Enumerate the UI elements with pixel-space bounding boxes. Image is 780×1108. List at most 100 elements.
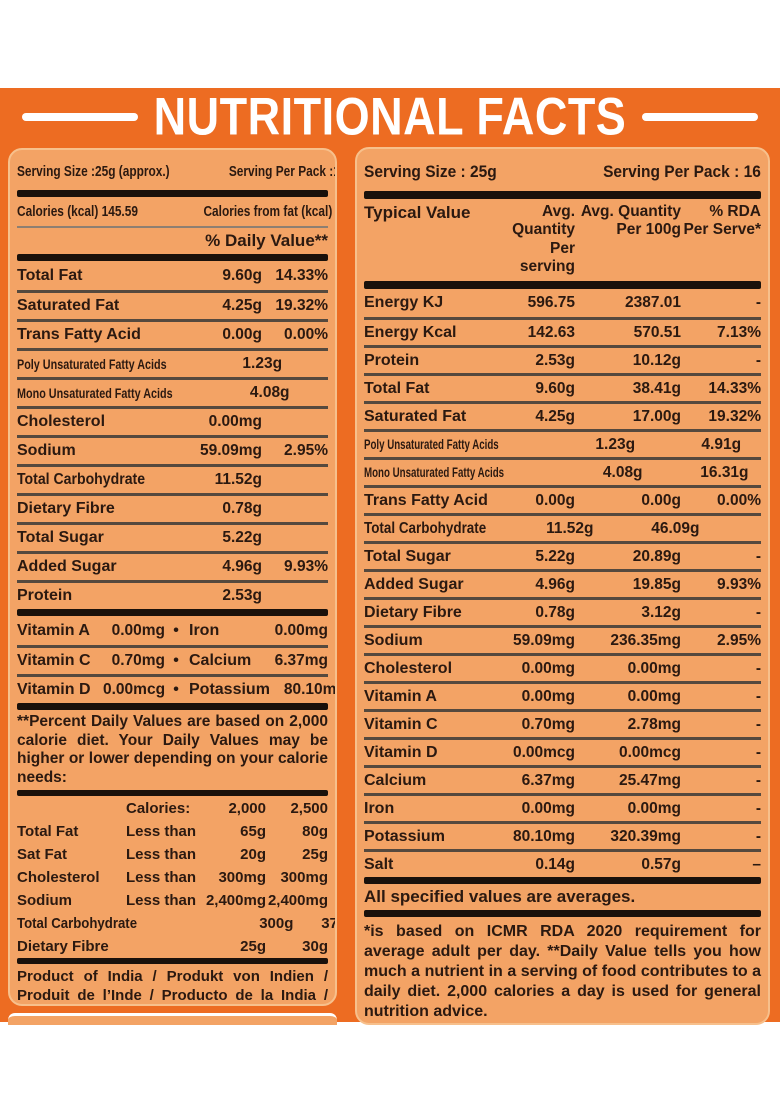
per-100g-value: 570.51 [633,323,681,341]
nutrient-name: Total Carbohydrate [17,471,146,488]
reference-condition: Less than [126,823,197,840]
per-100g-value: 17.00g [632,407,681,425]
typical-value-row: Iron 0.00mg 0.00mg - [364,793,761,821]
divider-thin [17,226,328,228]
reference-col-2500: 2,500 [290,799,328,817]
vitamin-value: 0.00mg [111,621,165,639]
per-serving-value: 0.70mg [521,715,575,733]
per-100g-value: 46.09g [651,519,700,537]
per-serving-value: 0.00mg [521,799,575,817]
nutrient-amount: 0.78g [222,500,262,517]
per-100g-value: 0.00g [641,491,681,509]
reference-col-2000: 2,000 [228,799,266,817]
divider-bar [17,790,328,796]
reference-condition: Less than [126,892,197,909]
typical-value-row: Mono Unsaturated Fatty Acids 4.08g 16.31… [364,457,761,485]
nutrient-amount: 11.52g [214,471,262,488]
nutrient-row: Dietary Fibre 0.78g [17,493,328,522]
column-header-row: Typical Value Avg. Quantity Per serving … [364,199,761,281]
daily-values-footnote: **Percent Daily Values are based on 2,00… [17,713,328,786]
us-nutrition-panel: Serving Size :25g (approx.) Serving Per … [8,148,337,1006]
nutrient-name: Total Fat [17,266,83,284]
per-100g-value: 20.89g [632,547,681,565]
per-100g-value: 2.78mg [627,715,681,733]
nutrient-row: Cholesterol 0.00mg [17,406,328,435]
reference-value-2500: 2,400mg [267,892,328,909]
rda-value: 14.33% [708,379,761,397]
nutrient-name: Mono Unsaturated Fatty Acids [17,385,173,401]
divider-bar [17,254,328,261]
reference-row: Total Fat Less than 65g 80g [17,820,328,843]
per-100g-value: 0.00mcg [618,743,681,761]
per-serving-value: 59.09mg [512,631,575,649]
reference-nutrient: Cholesterol [17,869,100,886]
mineral-value: 0.00mg [274,621,328,639]
nutrient-name: Saturated Fat [364,407,467,425]
bullet-separator: • [173,652,179,669]
vitamin-value: 0.70mg [111,652,165,669]
typical-value-row: Vitamin D 0.00mcg 0.00mcg - [364,737,761,765]
typical-value-row: Vitamin A 0.00mg 0.00mg - [364,681,761,709]
nutrient-amount: 4.96g [222,558,262,575]
per-100g-value: 0.57g [641,855,681,873]
typical-value-row: Total Fat 9.60g 38.41g 14.33% [364,373,761,401]
rda-value: 19.32% [708,407,761,425]
reference-condition: Less than [126,846,197,863]
per-serving-value: 4.25g [535,407,575,425]
divider-bar [17,958,328,964]
nutrient-name: Total Sugar [17,529,104,546]
per-serving-value: 4.96g [535,575,575,593]
reference-nutrient: Dietary Fibre [17,938,109,955]
typical-value-row: Energy Kcal 142.63 570.51 7.13% [364,317,761,345]
nutrient-amount: 4.08g [249,384,290,401]
cropped-panel-edge [8,1013,337,1025]
nutrient-row: Sodium 59.09mg 2.95% [17,435,328,464]
nutrient-amount: 4.25g [222,297,262,314]
vitamin-row: Vitamin C 0.70mg • Calcium 6.37mg [17,645,328,674]
nutrient-name: Cholesterol [364,659,453,677]
reference-value-2000: 300mg [218,869,266,886]
nutrient-amount: 9.60g [222,266,262,284]
rda-value: - [755,715,761,733]
nutrient-name: Total Fat [364,379,430,397]
per-serving-value: 0.00g [535,491,575,509]
reference-value-2500: 30g [302,938,328,955]
nutrient-daily-value: 14.33% [275,266,328,284]
nutrient-row: Total Fat 9.60g 14.33% [17,261,328,290]
nutrient-row: Trans Fatty Acid 0.00g 0.00% [17,319,328,348]
reference-row: Dietary Fibre 25g 30g [17,935,328,958]
calories-value: Calories (kcal) 145.59 [17,203,138,220]
rda-footnote: *is based on ICMR RDA 2020 requirement f… [364,923,761,1021]
nutrient-name: Vitamin A [364,687,437,705]
divider-bar [364,877,761,885]
rda-value: - [755,827,761,845]
per-100g-value: 320.39mg [610,827,681,845]
column-per-100g: Avg. Quantity Per 100g [580,203,681,239]
product-origin-note: Product of India / Produkt von Indien / … [17,968,328,1004]
nutrient-name: Trans Fatty Acid [364,491,488,509]
title-dash-right [642,113,759,121]
reference-value-2000: 65g [240,823,266,840]
nutrient-amount: 5.22g [222,529,262,546]
nutrient-name: Added Sugar [17,558,117,575]
vitamin-row: Vitamin D 0.00mcg • Potassium 80.10mg [17,674,335,703]
nutrient-amount: 0.00mg [208,413,262,430]
typical-value-row: Potassium 80.10mg 320.39mg - [364,821,761,849]
vitamin-row: Vitamin A 0.00mg • Iron 0.00mg [17,616,328,645]
nutrient-row: Poly Unsaturated Fatty Acids 1.23g [17,348,328,377]
nutrient-name: Trans Fatty Acid [17,326,141,343]
per-100g-value: 38.41g [632,379,681,397]
nutrient-amount: 1.23g [242,355,283,372]
per-100g-value: 0.00mg [627,687,681,705]
nutrient-name: Iron [364,799,395,817]
nutrient-row: Mono Unsaturated Fatty Acids 4.08g [17,377,328,406]
per-serving-value: 6.37mg [521,771,575,789]
typical-value-row: Calcium 6.37mg 25.47mg - [364,765,761,793]
per-serving-value: 5.22g [535,547,575,565]
per-serving-value: 596.75 [527,294,575,312]
per-serving-value: 0.00mg [521,659,575,677]
per-100g-value: 0.00mg [627,659,681,677]
divider-bar [17,703,328,710]
rda-value: – [752,855,761,873]
per-100g-value: 0.00mg [627,799,681,817]
